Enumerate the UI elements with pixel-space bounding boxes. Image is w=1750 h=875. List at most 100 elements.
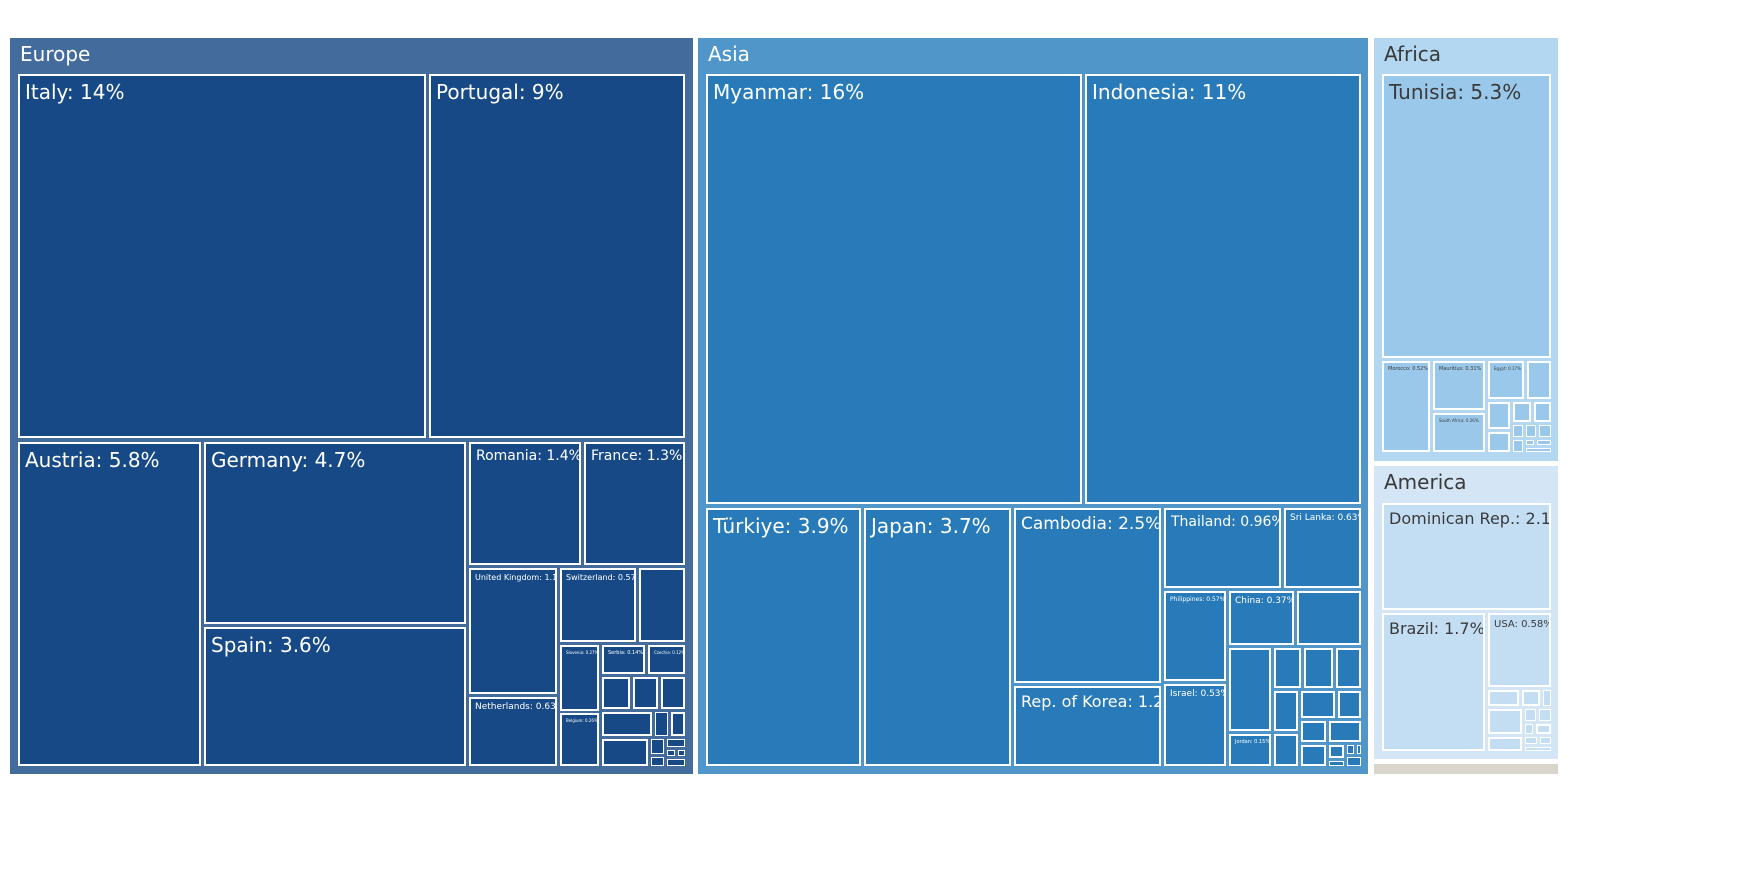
tile-asia-minor-15[interactable] — [1329, 761, 1344, 766]
tile-label-israel: Israel: 0.53% — [1170, 689, 1226, 699]
tile-thailand[interactable]: Thailand: 0.96% — [1164, 508, 1281, 588]
tile-europe-minor-1[interactable] — [602, 677, 630, 709]
tile-brazil[interactable]: Brazil: 1.7% — [1382, 613, 1485, 751]
tile-europe-minor-3[interactable] — [661, 677, 685, 709]
tile-europe-minor-7[interactable] — [602, 739, 648, 766]
tile-japan[interactable]: Japan: 3.7% — [864, 508, 1011, 766]
tile-america-minor-10[interactable] — [1540, 737, 1551, 744]
tile-label-philippines: Philippines: 0.57% — [1170, 596, 1226, 603]
tile-myanmar[interactable]: Myanmar: 16% — [706, 74, 1082, 504]
tile-portugal[interactable]: Portugal: 9% — [429, 74, 685, 438]
tile-asia-minor-11[interactable] — [1301, 745, 1326, 766]
tile-europe-minor-11[interactable] — [678, 750, 685, 756]
tile-europe-minor-10[interactable] — [667, 750, 675, 756]
tile-austria[interactable]: Austria: 5.8% — [18, 442, 201, 766]
tile-germany[interactable]: Germany: 4.7% — [204, 442, 466, 624]
tile-france[interactable]: France: 1.3% — [584, 442, 685, 565]
tile-africa-minor-3[interactable] — [1534, 402, 1551, 422]
tile-america-minor-3[interactable] — [1488, 709, 1522, 734]
tile-jordan[interactable]: Jordan: 0.15% — [1229, 734, 1271, 766]
tile-italy[interactable]: Italy: 14% — [18, 74, 426, 438]
tile-asia-minor-8[interactable] — [1301, 721, 1326, 742]
tile-america-minor-5[interactable] — [1539, 709, 1551, 721]
tile-czechia[interactable]: Czechia: 0.12% — [648, 645, 685, 674]
tile-mauritius[interactable]: Mauritius: 0.31% — [1433, 361, 1485, 410]
tile-asia-minor-5[interactable] — [1274, 691, 1298, 731]
tile-label-belgium: Belgium: 0.26% — [566, 718, 598, 723]
tile-america-minor-7[interactable] — [1536, 724, 1551, 734]
tile-philippines[interactable]: Philippines: 0.57% — [1164, 591, 1226, 681]
tile-turkiye[interactable]: Türkiye: 3.9% — [706, 508, 861, 766]
tile-europe-minor-12[interactable] — [651, 757, 664, 766]
tile-belgium[interactable]: Belgium: 0.26% — [560, 713, 599, 766]
tile-africa-minor-1[interactable] — [1488, 402, 1510, 429]
tile-israel[interactable]: Israel: 0.53% — [1164, 684, 1226, 766]
tile-label-italy: Italy: 14% — [25, 80, 125, 104]
tile-asia-minor-3[interactable] — [1304, 648, 1333, 688]
tile-asia-minor-7[interactable] — [1338, 691, 1361, 718]
tile-tunisia[interactable]: Tunisia: 5.3% — [1382, 74, 1551, 358]
tile-africa-minor-8[interactable] — [1513, 440, 1523, 452]
tile-europe-minor-9[interactable] — [667, 739, 685, 747]
tile-america-minor-2[interactable] — [1543, 690, 1551, 706]
tile-africa-minor-10[interactable] — [1537, 440, 1551, 445]
tile-america-minor-4[interactable] — [1525, 709, 1536, 721]
tile-america-minor-6[interactable] — [1525, 724, 1533, 734]
tile-romania[interactable]: Romania: 1.4% — [469, 442, 581, 565]
tile-label-usa: USA: 0.58% — [1494, 619, 1551, 630]
tile-europe-minor-5[interactable] — [655, 712, 668, 736]
tile-africa-minor-9[interactable] — [1526, 440, 1534, 445]
tile-europe-minor-4[interactable] — [602, 712, 652, 736]
tile-usa[interactable]: USA: 0.58% — [1488, 613, 1551, 687]
tile-united-kingdom[interactable]: United Kingdom: 1.1% — [469, 568, 557, 694]
tile-cambodia[interactable]: Cambodia: 2.5% — [1014, 508, 1161, 683]
tile-america-minor-11[interactable] — [1525, 747, 1551, 751]
tile-africa-minor-7[interactable] — [1539, 425, 1551, 437]
tile-asia-minor-4[interactable] — [1336, 648, 1361, 688]
tile-asia-minor-10[interactable] — [1274, 734, 1298, 766]
tile-africa-minor-11[interactable] — [1526, 448, 1551, 452]
tile-sri-lanka[interactable]: Sri Lanka: 0.63% — [1284, 508, 1361, 588]
tile-asia-minor-2[interactable] — [1274, 648, 1301, 688]
tile-africa-minor-5[interactable] — [1513, 425, 1523, 437]
tile-america-minor-0[interactable] — [1488, 690, 1519, 706]
tile-europe-minor-0[interactable] — [639, 568, 685, 642]
tile-indonesia[interactable]: Indonesia: 11% — [1085, 74, 1361, 504]
tile-label-spain: Spain: 3.6% — [211, 633, 331, 657]
tile-europe-minor-13[interactable] — [667, 759, 685, 766]
tile-asia-minor-9[interactable] — [1329, 721, 1361, 742]
tile-asia-minor-13[interactable] — [1347, 745, 1354, 754]
tile-label-slovenia: Slovenia: 0.27% — [566, 650, 599, 655]
tile-morocco[interactable]: Morocco: 0.52% — [1382, 361, 1430, 452]
tile-label-netherlands: Netherlands: 0.63% — [475, 702, 557, 712]
tile-asia-minor-0[interactable] — [1297, 591, 1361, 645]
tile-netherlands[interactable]: Netherlands: 0.63% — [469, 697, 557, 766]
tile-america-minor-1[interactable] — [1522, 690, 1540, 706]
tile-europe-minor-2[interactable] — [633, 677, 658, 709]
tile-asia-minor-1[interactable] — [1229, 648, 1271, 731]
tile-america-minor-8[interactable] — [1488, 737, 1522, 751]
tile-label-tunisia: Tunisia: 5.3% — [1389, 80, 1522, 104]
tile-asia-minor-12[interactable] — [1329, 745, 1344, 758]
tile-switzerland[interactable]: Switzerland: 0.57% — [560, 568, 636, 642]
tile-africa-minor-2[interactable] — [1513, 402, 1531, 422]
tile-south-africa[interactable]: South Africa: 0.26% — [1433, 413, 1485, 452]
tile-africa-minor-6[interactable] — [1526, 425, 1536, 437]
tile-europe-minor-8[interactable] — [651, 739, 664, 754]
tile-egypt[interactable]: Egypt: 0.17% — [1488, 361, 1524, 399]
tile-label-indonesia: Indonesia: 11% — [1092, 80, 1247, 104]
tile-europe-minor-6[interactable] — [671, 712, 685, 736]
tile-china[interactable]: China: 0.37% — [1229, 591, 1294, 645]
tile-dominican-rep[interactable]: Dominican Rep.: 2.1% — [1382, 503, 1551, 610]
tile-rep-of-korea[interactable]: Rep. of Korea: 1.2% — [1014, 686, 1161, 766]
tile-asia-minor-6[interactable] — [1301, 691, 1335, 718]
tile-slovenia[interactable]: Slovenia: 0.27% — [560, 645, 599, 711]
tile-asia-minor-14[interactable] — [1357, 745, 1361, 754]
tile-africa-minor-0[interactable] — [1527, 361, 1551, 399]
tile-america-minor-9[interactable] — [1525, 737, 1537, 744]
tile-spain[interactable]: Spain: 3.6% — [204, 627, 466, 766]
tile-asia-minor-16[interactable] — [1347, 757, 1361, 766]
tile-serbia[interactable]: Serbia: 0.14% — [602, 645, 645, 674]
tile-africa-minor-4[interactable] — [1488, 432, 1510, 452]
tile-label-portugal: Portugal: 9% — [436, 80, 564, 104]
